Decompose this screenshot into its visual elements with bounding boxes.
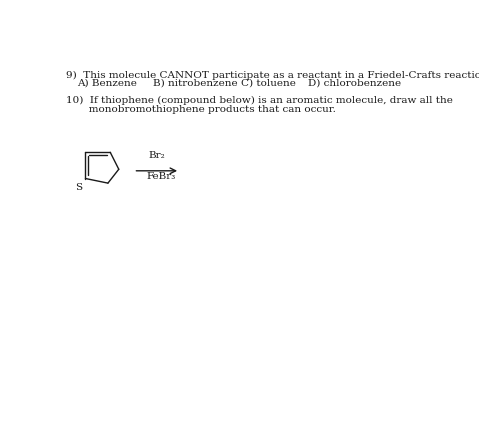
- Text: 10)  If thiophene (compound below) is an aromatic molecule, draw all the: 10) If thiophene (compound below) is an …: [66, 96, 453, 105]
- Text: FeBr₃: FeBr₃: [147, 172, 176, 181]
- Text: A) Benzene: A) Benzene: [77, 78, 137, 87]
- Text: monobromothiophene products that can occur.: monobromothiophene products that can occ…: [66, 104, 336, 114]
- Text: S: S: [75, 183, 82, 192]
- Text: B) nitrobenzene: B) nitrobenzene: [153, 78, 238, 87]
- Text: C) toluene: C) toluene: [241, 78, 296, 87]
- Text: 9)  This molecule CANNOT participate as a reactant in a Friedel-Crafts reaction:: 9) This molecule CANNOT participate as a…: [66, 71, 479, 80]
- Text: D) chlorobenzene: D) chlorobenzene: [308, 78, 401, 87]
- Text: Br₂: Br₂: [148, 151, 165, 160]
